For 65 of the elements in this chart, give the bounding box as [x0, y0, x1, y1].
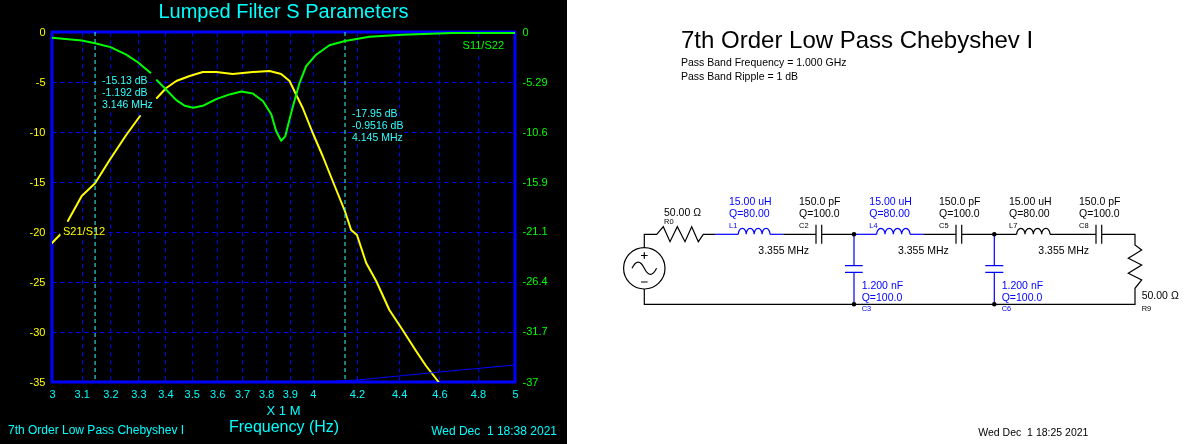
text: 1.200 nF	[861, 279, 904, 292]
text: X 1 M	[266, 403, 301, 418]
text: 50.00 Ω	[1141, 289, 1179, 301]
text: Q=80.00	[729, 206, 770, 219]
series-label: S11/S22	[462, 38, 504, 51]
text: Q=100.0	[1079, 206, 1120, 219]
y2-tick-label: -31.7	[522, 325, 548, 338]
y-tick-label: -30	[29, 325, 46, 338]
text: 7th Order Low Pass Chebyshev I	[8, 423, 185, 437]
x-tick-label: 4.8	[470, 387, 487, 400]
text: 150.0 pF	[1079, 195, 1121, 207]
x-tick-label: 3.5	[184, 387, 200, 400]
y-tick-label: -5	[35, 75, 46, 88]
x-tick-label: 4.6	[432, 387, 448, 400]
y-tick-label: -35	[29, 375, 46, 388]
y-tick-label: -10	[29, 125, 46, 138]
x-axis-title: Frequency (Hz)	[228, 417, 340, 435]
x-tick-label: 3.8	[259, 387, 275, 400]
y2-tick-label: -15.9	[522, 175, 548, 188]
x-tick-label: 4.2	[349, 387, 366, 400]
text: Wed Dec 1 18:38 2021	[431, 424, 558, 438]
x-tick-label: 3.7	[234, 387, 251, 400]
text: 3.355 MHz	[1038, 244, 1090, 257]
text: 50.00 Ω	[664, 205, 702, 218]
x-tick-label: 3.6	[210, 387, 226, 400]
text: Q=100.0	[939, 206, 980, 219]
y2-tick-label: -21.1	[522, 225, 548, 238]
x-tick-label: 3	[49, 387, 56, 400]
text: 7th Order Low Pass Chebyshev I	[681, 26, 1034, 53]
text: Wed Dec 1 18:25 2021	[978, 426, 1089, 438]
text: Q=100.0	[861, 291, 903, 303]
text: Q=100.0	[799, 206, 840, 219]
text: Q=100.0	[1001, 291, 1043, 303]
y-tick-label: -25	[29, 275, 46, 288]
text: 15.00 uH	[729, 195, 772, 207]
x-tick-label: 4	[310, 387, 317, 400]
text: Pass Band Ripple = 1 dB	[681, 69, 799, 82]
x-tick-label: 3.1	[74, 387, 90, 400]
x-tick-label: 5	[512, 387, 519, 400]
y-tick-label: -20	[29, 225, 46, 238]
x-tick-label: 3.4	[158, 387, 174, 400]
y2-tick-label: -37	[522, 375, 539, 388]
x-tick-label: 3.3	[131, 387, 147, 400]
text: Q=80.00	[869, 206, 911, 219]
text: Q=80.00	[1009, 206, 1050, 219]
text: 3.355 MHz	[758, 244, 810, 257]
y-tick-label: 0	[39, 25, 46, 38]
text: 3.355 MHz	[898, 244, 949, 257]
text: 15.00 uH	[1009, 195, 1052, 207]
text: 150.0 pF	[799, 195, 841, 207]
ref-line-label: -15.13 dB -1.192 dB 3.146 MHz	[102, 74, 153, 110]
y-tick-label: -15	[29, 175, 46, 188]
text: 15.00 uH	[869, 195, 912, 207]
text: 150.0 pF	[939, 195, 981, 207]
ref-line-label: -17.95 dB -0.9516 dB 4.145 MHz	[352, 107, 404, 143]
x-tick-label: 3.9	[282, 387, 298, 400]
x-tick-label: 3.2	[103, 387, 119, 400]
y2-tick-label: -10.6	[522, 125, 548, 138]
y2-tick-label: -5.29	[522, 75, 548, 88]
y2-tick-label: -26.4	[522, 275, 548, 288]
text: Pass Band Frequency = 1.000 GHz	[681, 56, 847, 68]
x-tick-label: 4.4	[391, 387, 408, 400]
text: 1.200 nF	[1001, 279, 1044, 292]
y2-tick-label: 0	[522, 25, 529, 38]
chart-title: Lumped Filter S Parameters	[158, 0, 409, 22]
